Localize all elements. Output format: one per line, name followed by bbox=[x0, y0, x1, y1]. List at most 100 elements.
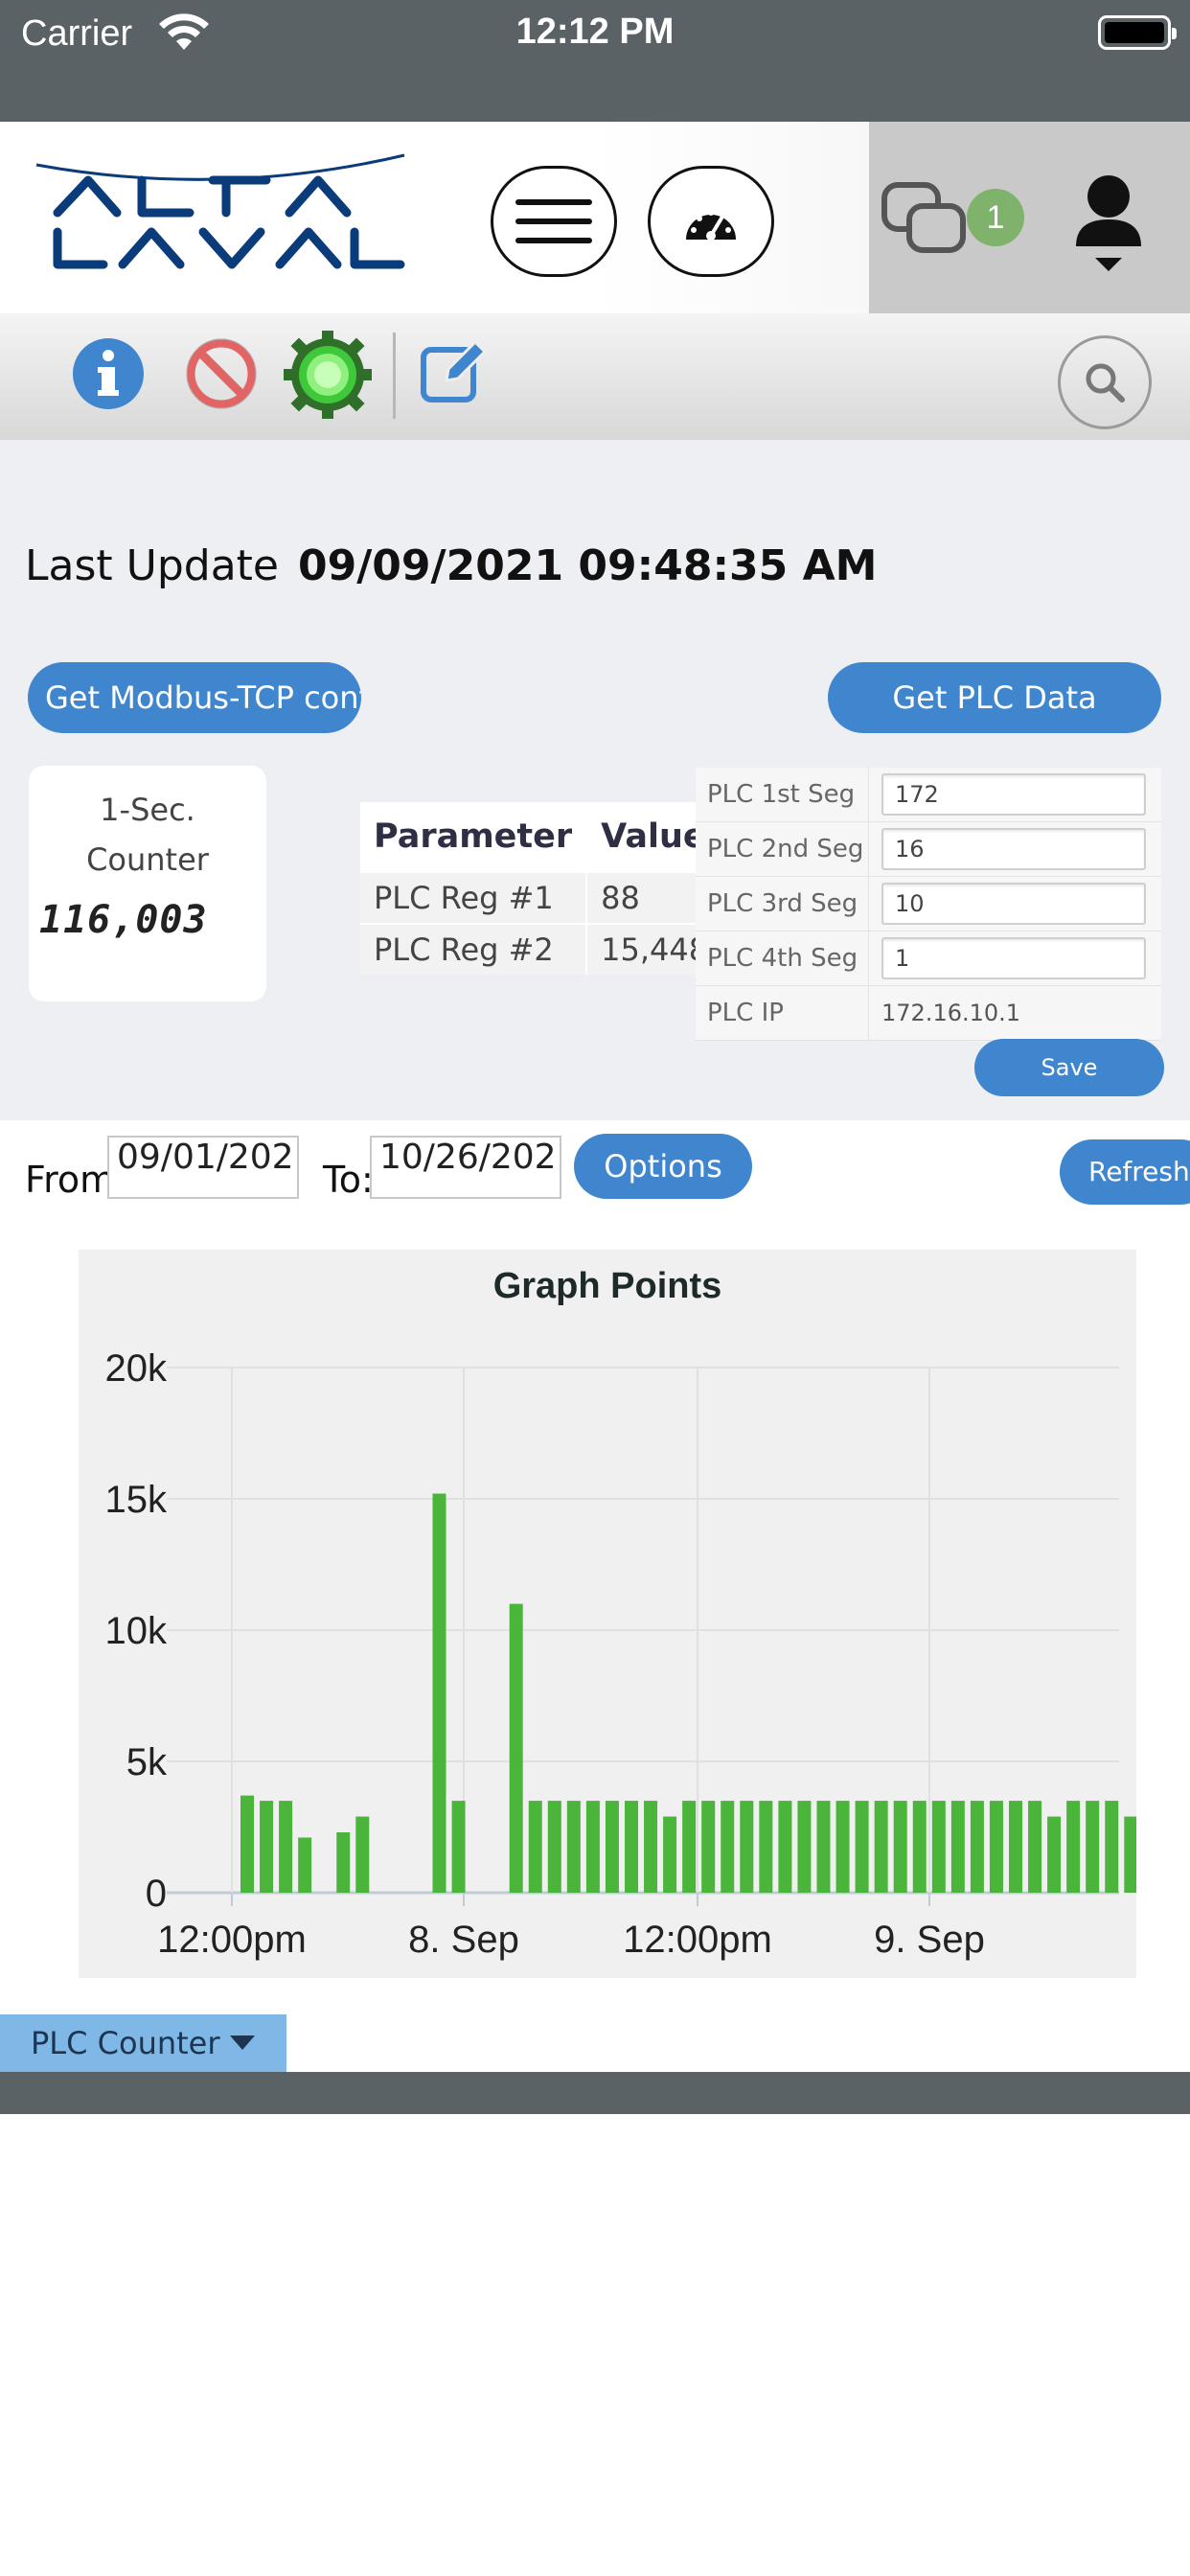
chart-bar bbox=[759, 1801, 773, 1893]
chart-bar bbox=[855, 1801, 869, 1893]
counter-value: 116,003 bbox=[39, 898, 208, 942]
chart-bar bbox=[970, 1801, 984, 1893]
chart-bar bbox=[240, 1795, 254, 1893]
clock: 12:12 PM bbox=[515, 12, 675, 52]
footer-bar bbox=[0, 2072, 1190, 2114]
search-button[interactable] bbox=[1058, 335, 1152, 429]
chart-bar bbox=[874, 1801, 888, 1893]
chart-bar bbox=[931, 1801, 946, 1893]
y-tick-label: 5k bbox=[126, 1741, 168, 1783]
notification-badge[interactable]: 1 bbox=[967, 189, 1024, 246]
param-name: PLC Reg #1 bbox=[360, 871, 588, 923]
chart-bar bbox=[509, 1603, 523, 1893]
messages-icon[interactable] bbox=[879, 179, 971, 256]
y-tick-label: 20k bbox=[105, 1347, 168, 1390]
plc-ip-row: PLC IP 172.16.10.1 bbox=[696, 986, 1161, 1041]
chart-bar bbox=[355, 1816, 370, 1893]
last-update-label: Last Update bbox=[25, 541, 279, 590]
chart-bar bbox=[950, 1801, 965, 1893]
status-gear-icon[interactable] bbox=[284, 331, 372, 419]
chart-bar bbox=[1105, 1801, 1119, 1893]
stop-icon[interactable] bbox=[184, 336, 259, 411]
x-tick-label: 9. Sep bbox=[874, 1919, 985, 1961]
refresh-button[interactable]: Refresh bbox=[1060, 1139, 1190, 1205]
hamburger-icon bbox=[515, 199, 592, 243]
segment-row-1: PLC 1st Seg bbox=[696, 768, 1161, 822]
status-bar: Carrier 12:12 PM bbox=[0, 0, 1190, 122]
last-update-value: 09/09/2021 09:48:35 AM bbox=[298, 541, 878, 590]
menu-button[interactable] bbox=[491, 166, 617, 277]
counter-label-line1: 1-Sec. bbox=[100, 792, 195, 828]
chart-bar bbox=[912, 1801, 927, 1893]
toolbar bbox=[0, 313, 1190, 440]
segment-4-input[interactable] bbox=[881, 937, 1146, 979]
plc-ip-value: 172.16.10.1 bbox=[881, 1000, 1021, 1026]
segment-row-2: PLC 2nd Seg bbox=[696, 822, 1161, 877]
chart-bar bbox=[566, 1801, 581, 1893]
user-icon[interactable] bbox=[1070, 172, 1147, 277]
header-actions: 1 bbox=[869, 122, 1190, 313]
segment-row-4: PLC 4th Seg bbox=[696, 932, 1161, 986]
chart-bar bbox=[1028, 1801, 1042, 1893]
chart-bar bbox=[682, 1801, 697, 1893]
chart-bar bbox=[1124, 1816, 1136, 1893]
chart-bar bbox=[644, 1801, 658, 1893]
chart-bar bbox=[528, 1801, 542, 1893]
get-modbus-config-button[interactable]: Get Modbus-TCP config bbox=[28, 662, 361, 733]
chart-bar bbox=[451, 1801, 466, 1893]
plc-ip-label: PLC IP bbox=[707, 999, 784, 1027]
dashboard-button[interactable] bbox=[648, 166, 774, 277]
chart-bar bbox=[547, 1801, 561, 1893]
chart-bar bbox=[260, 1801, 274, 1893]
chart-bar bbox=[1009, 1801, 1022, 1893]
x-tick-label: 8. Sep bbox=[408, 1919, 519, 1961]
segment-label: PLC 2nd Seg bbox=[707, 835, 864, 863]
chart-bar bbox=[740, 1801, 754, 1893]
column-header-parameter: Parameter bbox=[360, 802, 588, 871]
chart-series-dropdown[interactable]: PLC Counter bbox=[0, 2014, 286, 2072]
chart-bar bbox=[585, 1801, 600, 1893]
y-tick-label: 0 bbox=[146, 1873, 167, 1915]
from-date-input[interactable]: 09/01/2021 bbox=[107, 1136, 299, 1199]
save-button[interactable]: Save bbox=[974, 1039, 1164, 1096]
dropdown-label: PLC Counter bbox=[31, 2025, 220, 2061]
info-icon[interactable] bbox=[71, 336, 146, 411]
chart-bar bbox=[835, 1801, 850, 1893]
chart-bar bbox=[893, 1801, 907, 1893]
chart-bar bbox=[663, 1816, 677, 1893]
get-plc-data-button[interactable]: Get PLC Data bbox=[828, 662, 1161, 733]
chart-bar bbox=[298, 1837, 312, 1893]
plc-ip-form: PLC 1st Seg PLC 2nd Seg PLC 3rd Seg PLC … bbox=[696, 768, 1161, 1041]
chart-bar bbox=[432, 1493, 446, 1893]
wifi-icon bbox=[159, 13, 209, 50]
app-header: 1 bbox=[0, 122, 1190, 313]
segment-row-3: PLC 3rd Seg bbox=[696, 877, 1161, 932]
chart-bar bbox=[1086, 1801, 1100, 1893]
segment-1-input[interactable] bbox=[881, 773, 1146, 816]
segment-label: PLC 1st Seg bbox=[707, 780, 856, 809]
x-tick-label: 12:00pm bbox=[623, 1919, 772, 1961]
to-date-input[interactable]: 10/26/2021 bbox=[370, 1136, 561, 1199]
chart-section: From: 09/01/2021 To: 10/26/2021 Options … bbox=[0, 1120, 1190, 2072]
segment-label: PLC 4th Seg bbox=[707, 944, 858, 973]
chart-bar bbox=[1047, 1816, 1062, 1893]
to-label: To: bbox=[323, 1159, 374, 1201]
counter-card: 1-Sec. Counter 116,003 bbox=[29, 766, 266, 1001]
chart-bar bbox=[336, 1831, 351, 1893]
counter-label-line2: Counter bbox=[86, 841, 209, 878]
x-tick-label: 12:00pm bbox=[157, 1919, 307, 1961]
param-name: PLC Reg #2 bbox=[360, 923, 588, 975]
chart-bar bbox=[816, 1801, 831, 1893]
device-panel: Last Update 09/09/2021 09:48:35 AM Get Mo… bbox=[0, 440, 1190, 1120]
alfa-laval-logo bbox=[35, 153, 405, 269]
segment-3-input[interactable] bbox=[881, 883, 1146, 925]
options-button[interactable]: Options bbox=[574, 1134, 752, 1199]
table-row: PLC Reg #1 88 bbox=[360, 871, 722, 923]
edit-icon[interactable] bbox=[420, 336, 489, 405]
table-row: PLC Reg #2 15,448 bbox=[360, 923, 722, 975]
segment-2-input[interactable] bbox=[881, 828, 1146, 870]
chart-bar bbox=[721, 1801, 735, 1893]
chart-container: 0 5k 10k 15k 20k 12:00pm 8. Sep 12:00pm 9. Sep Gr… bbox=[79, 1250, 1136, 1978]
last-update: Last Update 09/09/2021 09:48:35 AM bbox=[25, 541, 877, 590]
